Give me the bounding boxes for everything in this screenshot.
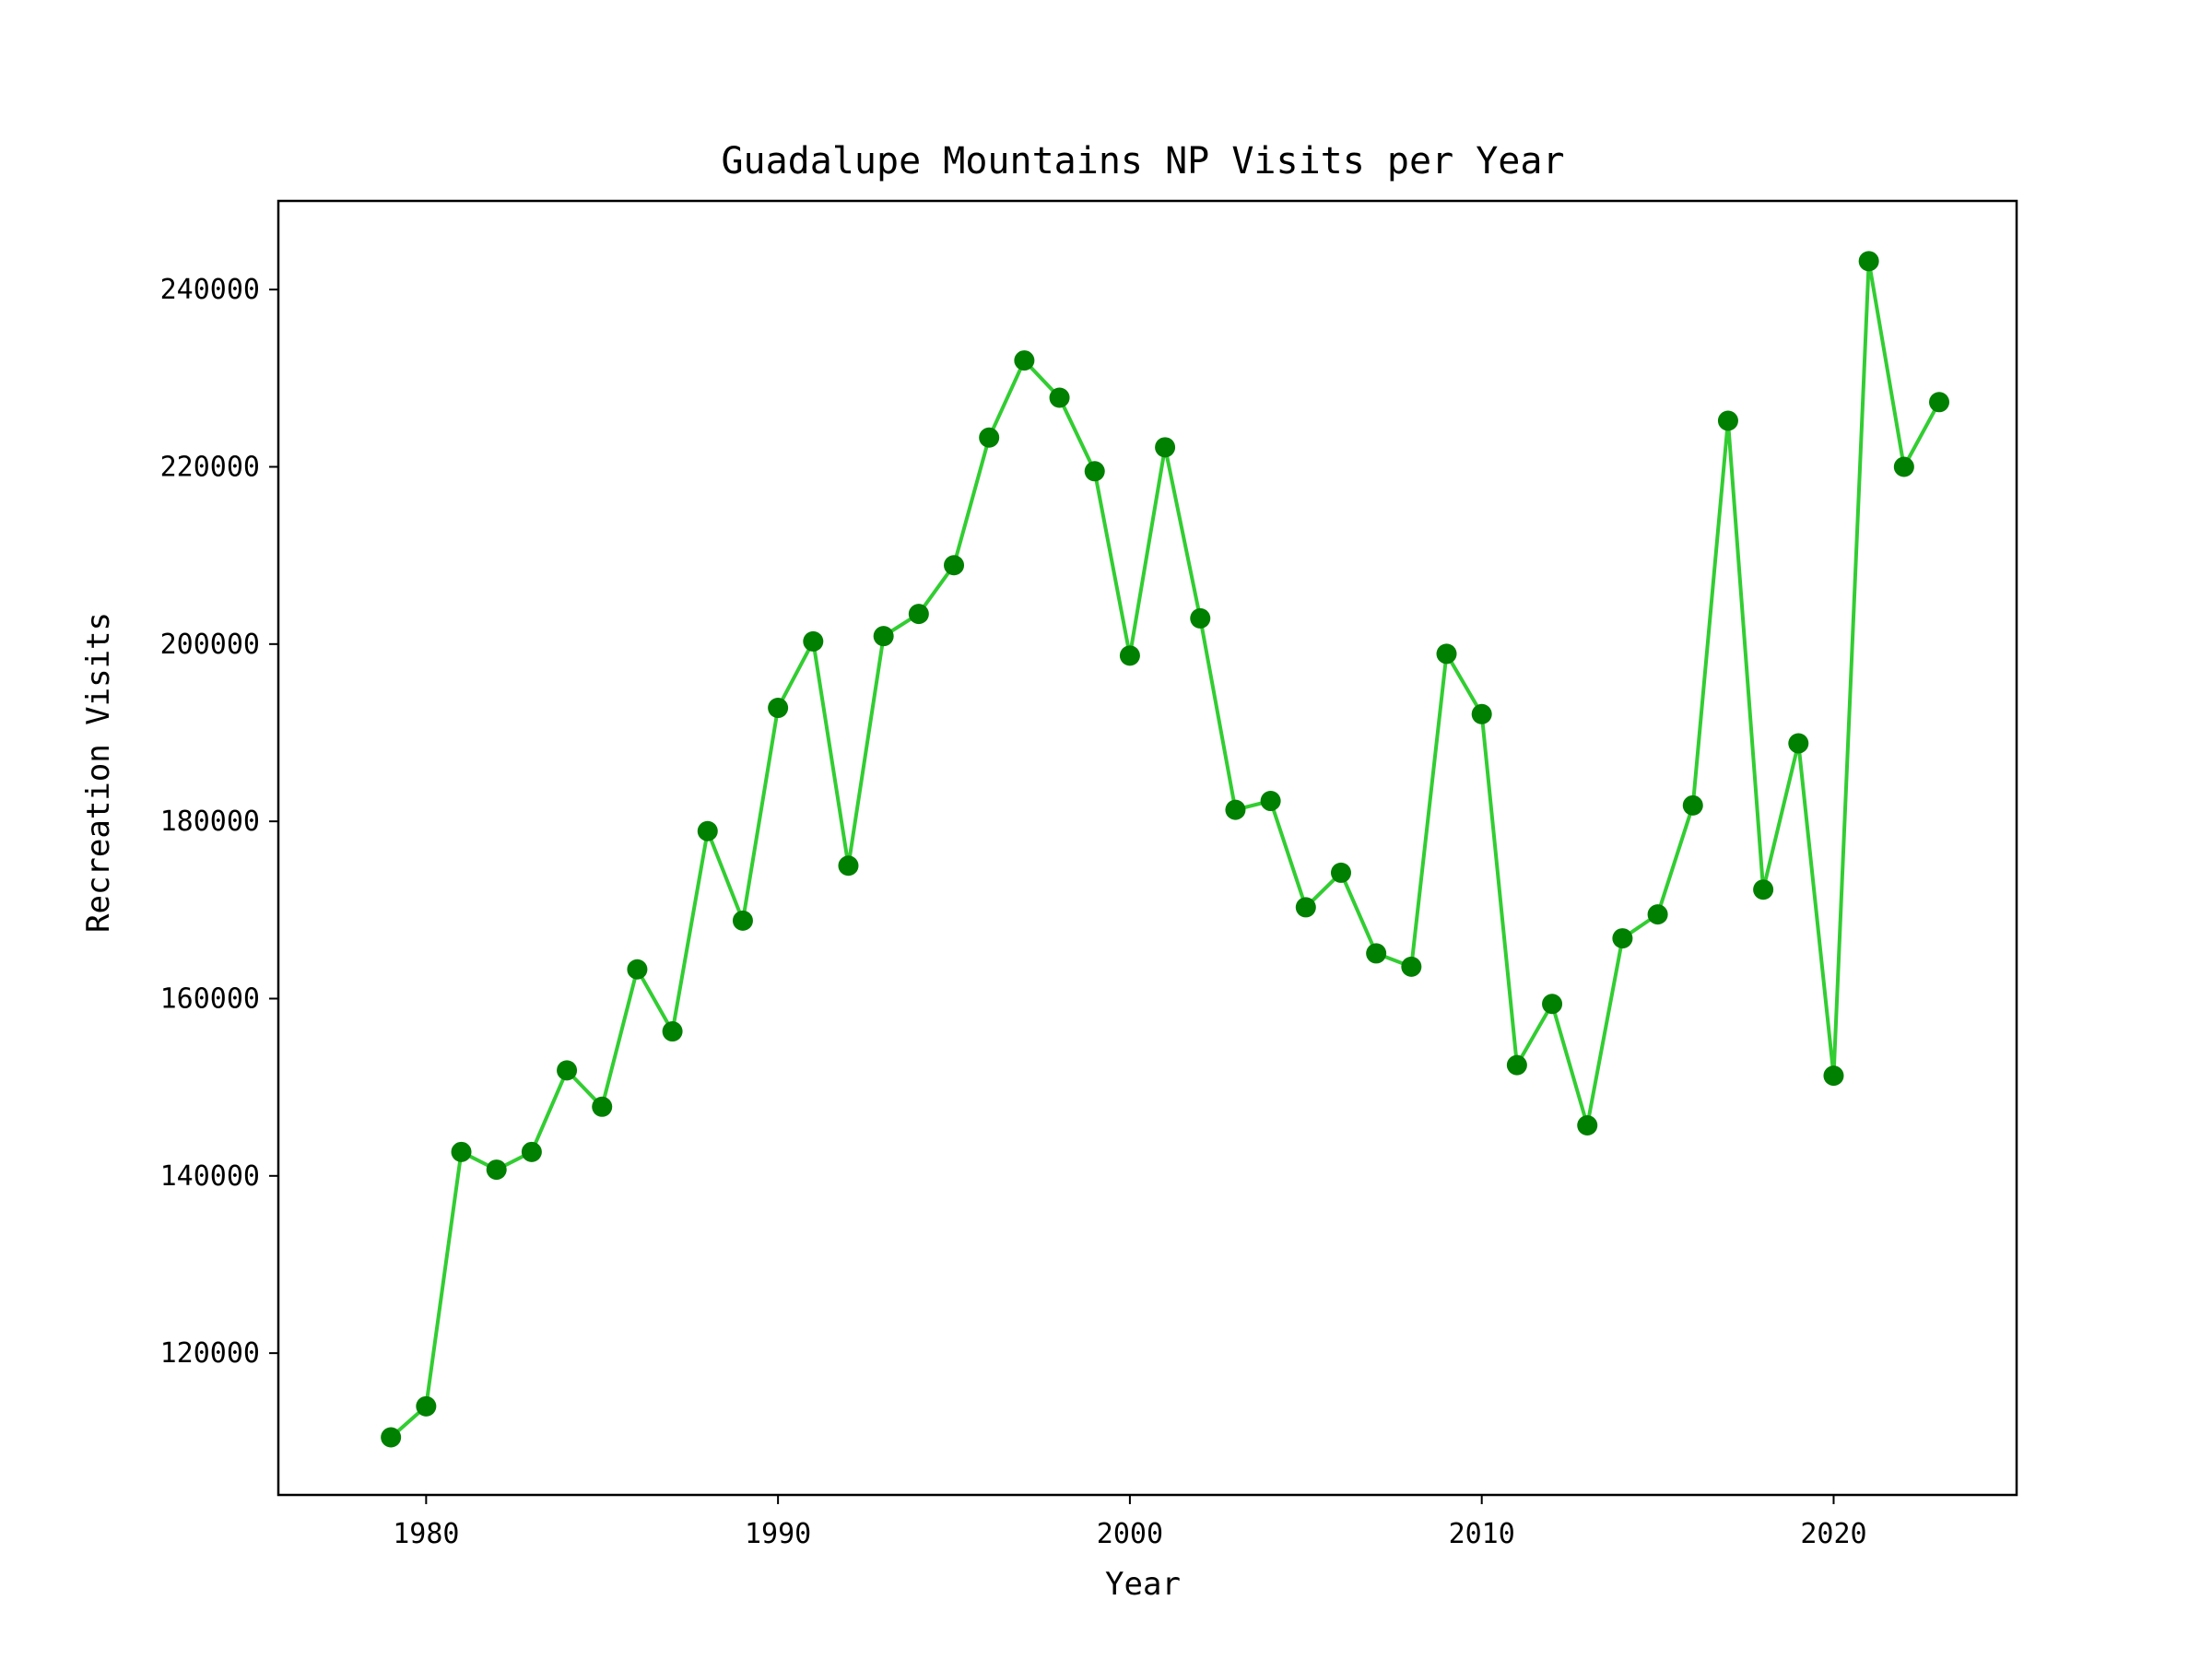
data-point — [521, 1141, 542, 1162]
y-tick-label: 240000 — [160, 274, 260, 306]
x-axis-label: Year — [1105, 1566, 1181, 1603]
data-point — [873, 626, 894, 647]
data-point — [1893, 456, 1914, 477]
data-point — [486, 1159, 507, 1181]
data-point — [1612, 928, 1633, 949]
data-point — [838, 855, 859, 877]
data-point — [1929, 392, 1950, 413]
data-point — [1155, 437, 1176, 458]
data-point — [1647, 904, 1668, 925]
y-tick-label: 120000 — [160, 1337, 260, 1370]
data-point — [1542, 994, 1563, 1015]
data-point — [662, 1021, 683, 1042]
axes: 1980 1990 2000 2010 2020 120000 140000 160000 18… — [160, 199, 2018, 1550]
data-point — [803, 630, 824, 652]
data-point — [1330, 862, 1351, 883]
data-point — [1014, 350, 1035, 371]
y-tick-label: 140000 — [160, 1160, 260, 1193]
data-point — [1682, 794, 1703, 816]
plot-area — [381, 251, 1950, 1448]
data-point — [1858, 251, 1879, 272]
data-point — [1577, 1114, 1598, 1135]
data-point — [1260, 791, 1281, 812]
data-point — [1506, 1054, 1527, 1076]
x-tick-label: 2010 — [1449, 1518, 1515, 1550]
data-point — [1190, 607, 1211, 629]
y-tick-label: 220000 — [160, 451, 260, 483]
data-point — [1225, 799, 1246, 820]
data-point — [1295, 897, 1316, 918]
x-tick-label: 1980 — [393, 1518, 459, 1550]
data-point — [1049, 387, 1070, 408]
x-tick-label: 1990 — [745, 1518, 811, 1550]
y-tick-label: 200000 — [160, 629, 260, 661]
data-point — [1788, 733, 1809, 754]
y-tick-label: 160000 — [160, 982, 260, 1015]
data-point — [592, 1096, 613, 1117]
data-point — [557, 1060, 578, 1081]
data-point — [416, 1395, 437, 1417]
data-point — [451, 1141, 472, 1162]
x-tick-label: 2000 — [1097, 1518, 1163, 1550]
data-point — [732, 910, 753, 931]
data-point — [1084, 461, 1105, 482]
data-point — [908, 604, 929, 625]
data-point — [1401, 956, 1422, 977]
data-point — [1717, 410, 1738, 431]
y-tick-label: 180000 — [160, 806, 260, 838]
data-point — [1119, 645, 1140, 666]
plot-frame — [276, 199, 2018, 1497]
data-point — [1366, 943, 1387, 964]
data-point — [381, 1427, 402, 1448]
data-point — [627, 959, 648, 980]
data-point — [1436, 643, 1457, 665]
data-point — [697, 820, 718, 841]
data-point — [1753, 879, 1774, 900]
x-tick-label: 2020 — [1800, 1518, 1866, 1550]
data-point — [1823, 1065, 1844, 1087]
data-point — [979, 427, 1000, 448]
chart-title: Guadalupe Mountains NP Visits per Year — [721, 140, 1564, 182]
data-point — [1471, 703, 1492, 724]
y-axis-label: Recreation Visits — [80, 612, 117, 933]
data-point — [944, 555, 965, 576]
data-point — [768, 698, 789, 719]
